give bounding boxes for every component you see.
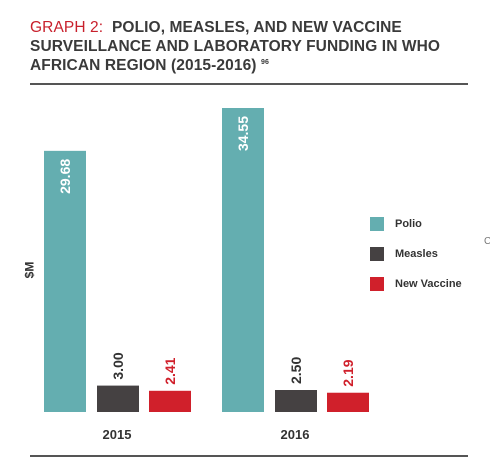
title-text-1: POLIO, MEASLES, AND NEW VACCINE (111, 19, 402, 36)
bottom-divider (30, 455, 468, 457)
data-label-polio-2016: 34.55 (235, 116, 251, 151)
data-label-new-vaccine-2016: 2.19 (340, 359, 356, 386)
bar-polio-2016 (222, 108, 264, 412)
legend-swatch-measles (370, 247, 384, 261)
data-label-measles-2016: 2.50 (288, 357, 304, 384)
legend-swatch-new-vaccine (370, 277, 384, 291)
legend-item-measles: Measles (370, 246, 462, 262)
y-axis-label: $M (22, 261, 37, 279)
legend-item-polio: Polio (370, 216, 462, 232)
data-label-measles-2015: 3.00 (110, 352, 126, 379)
top-divider (30, 83, 468, 85)
bar-measles-2015 (97, 385, 139, 412)
title-footnote: 96 (260, 58, 269, 66)
legend-label-measles: Measles (395, 248, 438, 260)
legend-item-new-vaccine: New Vaccine (370, 276, 462, 292)
title-line-3: AFRICAN REGION (2015-2016) 96 (30, 56, 480, 75)
title-line-1: GRAPH 2: POLIO, MEASLES, AND NEW VACCINE (30, 18, 480, 37)
chart-legend: Polio Measles New Vaccine (370, 216, 462, 306)
title-text-3: AFRICAN REGION (2015-2016) (30, 57, 257, 74)
legend-swatch-polio (370, 217, 384, 231)
x-tick-label-2016: 2016 (281, 427, 310, 442)
data-label-new-vaccine-2015: 2.41 (162, 357, 178, 384)
legend-label-polio: Polio (395, 218, 422, 230)
title-line-2: SURVEILLANCE AND LABORATORY FUNDING IN W… (30, 38, 441, 55)
chart-title: GRAPH 2: POLIO, MEASLES, AND NEW VACCINE… (30, 18, 480, 75)
bar-new-vaccine-2016 (327, 392, 369, 412)
data-label-polio-2015: 29.68 (57, 159, 73, 194)
title-prefix: GRAPH 2: (30, 19, 104, 36)
bar-new-vaccine-2015 (149, 390, 191, 412)
bar-polio-2015 (44, 150, 86, 413)
bar-measles-2016 (275, 390, 317, 412)
x-tick-label-2015: 2015 (103, 427, 132, 442)
edge-mark: C (484, 236, 490, 247)
legend-label-new-vaccine: New Vaccine (395, 278, 462, 290)
